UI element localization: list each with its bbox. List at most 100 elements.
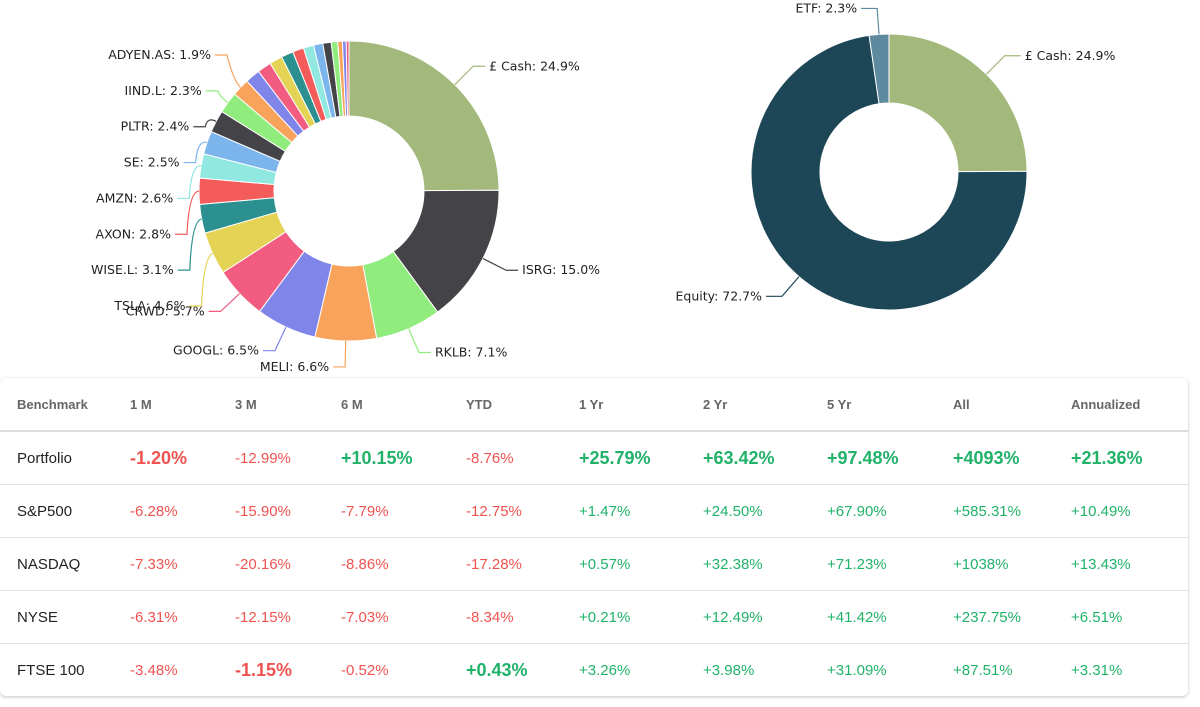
table-row: Portfolio -1.20% -12.99% +10.15% -8.76% +25.7… [0, 431, 1188, 485]
holdings-label-rklb: RKLB: 7.1% [435, 344, 507, 359]
cell-ytd: -17.28% [449, 537, 562, 591]
cell-ytd: +0.43% [466, 659, 528, 680]
holdings-slice-other-25[interactable] [345, 40, 350, 117]
cell-2-yr: +32.38% [686, 537, 810, 591]
column-header-3-m[interactable]: 3 M [218, 378, 324, 432]
cell-2-yr: +24.50% [686, 484, 810, 538]
cell-6-m: +10.15% [324, 431, 449, 485]
holdings-leader-cash [454, 65, 486, 86]
holdings-leader-crwd [208, 293, 240, 312]
cell-1-yr: +0.21% [562, 590, 686, 644]
asset-type-label-etf: ETF: 2.3% [795, 0, 857, 15]
column-header-1-yr[interactable]: 1 Yr [562, 378, 686, 432]
cell-annualized: +21.36% [1054, 431, 1188, 485]
cell-1-m: -6.28% [113, 484, 218, 538]
cell-6-m: -8.86% [324, 537, 449, 591]
cell-annualized: +3.31% [1071, 661, 1123, 679]
holdings-label-adyen-as: ADYEN.AS: 1.9% [108, 47, 211, 62]
cell-all: +4093% [936, 431, 1054, 485]
holdings-label-cash: £ Cash: 24.9% [489, 58, 580, 73]
holdings-leader-iind-l [205, 90, 229, 104]
column-header-annualized[interactable]: Annualized [1054, 378, 1188, 432]
cell-ytd: -8.34% [449, 590, 562, 644]
holdings-label-axon: AXON: 2.8% [96, 226, 172, 241]
holdings-leader-meli [333, 340, 347, 368]
holdings-leader-googl [262, 326, 287, 352]
column-header-all[interactable]: All [936, 378, 1054, 432]
allocation-charts: £ Cash: 24.9% ISRG: 15.0% RKLB: 7.1% MELI: … [91, 0, 1115, 374]
cell-6-m: -7.79% [324, 484, 449, 538]
cell-1-m: -6.31% [113, 590, 218, 644]
column-header-2-yr[interactable]: 2 Yr [686, 378, 810, 432]
holdings-leader-wise-l [177, 218, 202, 271]
table-row: NYSE -6.31% -12.15% -7.03% -8.34% +0.21% +12.4… [0, 590, 1188, 644]
row-name-nasdaq: NASDAQ [0, 537, 113, 591]
holdings-leader-se [183, 141, 208, 164]
holdings-slice-cash[interactable] [348, 40, 500, 192]
holdings-label-meli: MELI: 6.6% [260, 359, 329, 374]
column-header-6-m[interactable]: 6 M [324, 378, 449, 432]
asset-type-slice-cash[interactable] [888, 33, 1028, 173]
holdings-label-crwd: CRWD: 5.7% [126, 303, 205, 318]
holdings-label-amzn: AMZN: 2.6% [96, 190, 173, 205]
cell-1-yr: +3.26% [579, 661, 631, 679]
holdings-label-googl: GOOGL: 6.5% [173, 343, 259, 358]
asset-type-slice-etf[interactable] [868, 33, 890, 105]
cell-2-yr: +63.42% [686, 431, 810, 485]
cell-3-m: -15.90% [218, 484, 324, 538]
cell-1-m: -1.20% [113, 431, 218, 485]
cell-2-yr: +3.98% [703, 661, 755, 679]
cell-annualized: +13.43% [1054, 537, 1188, 591]
cell-ytd: -8.76% [449, 431, 562, 485]
holdings-label-se: SE: 2.5% [124, 155, 180, 170]
row-name-ftse-100: FTSE 100 [17, 661, 85, 679]
holdings-label-wise-l: WISE.L: 3.1% [91, 262, 174, 277]
row-name-nyse: NYSE [0, 590, 113, 644]
holdings-leader-pltr [193, 119, 217, 128]
table-body: Portfolio -1.20% -12.99% +10.15% -8.76% +25.7… [0, 431, 1188, 696]
cell-1-yr: +25.79% [562, 431, 686, 485]
column-header-1-m[interactable]: 1 M [113, 378, 218, 432]
cell-3-m: -1.15% [235, 659, 293, 680]
holdings-leader-rklb [408, 328, 431, 354]
cell-all: +1038% [936, 537, 1054, 591]
holdings-label-iind-l: IIND.L: 2.3% [125, 83, 202, 98]
asset-type-donut-chart: £ Cash: 24.9% Equity: 72.7% ETF: 2.3% [675, 0, 1115, 311]
holdings-label-tsla: TSLA: 4.6% [113, 298, 185, 313]
cell-2-yr: +12.49% [686, 590, 810, 644]
cell-3-m: -20.16% [218, 537, 324, 591]
cell-1-m: -3.48% [130, 661, 178, 679]
cell-6-m: -0.52% [341, 661, 389, 679]
table-row: S&P500 -6.28% -15.90% -7.79% -12.75% +1.47% +2… [0, 484, 1188, 538]
cell-ytd: -12.75% [449, 484, 562, 538]
holdings-label-pltr: PLTR: 2.4% [121, 119, 190, 134]
asset-type-leader-etf [861, 7, 880, 35]
column-header-ytd[interactable]: YTD [449, 378, 562, 432]
holdings-leader-axon [175, 190, 200, 235]
holdings-label-isrg: ISRG: 15.0% [522, 262, 600, 277]
cell-1-m: -7.33% [113, 537, 218, 591]
cell-annualized: +10.49% [1054, 484, 1188, 538]
column-header-benchmark[interactable]: Benchmark [0, 378, 113, 432]
cell-annualized: +6.51% [1054, 590, 1188, 644]
cell-3-m: -12.99% [218, 431, 324, 485]
asset-type-label-equity: Equity: 72.7% [675, 288, 762, 303]
cell-all: +87.51% [953, 661, 1013, 679]
asset-type-leader-cash [985, 55, 1021, 75]
cell-5-yr: +97.48% [810, 431, 936, 485]
table-row: NASDAQ -7.33% -20.16% -8.86% -17.28% +0.57% +3… [0, 537, 1188, 591]
cell-5-yr: +41.42% [810, 590, 936, 644]
holdings-leader-tsla [189, 252, 213, 307]
cell-all: +585.31% [936, 484, 1054, 538]
asset-type-slice-equity[interactable] [750, 34, 1028, 311]
row-name-s-p500: S&P500 [0, 484, 113, 538]
asset-type-leader-equity [766, 276, 800, 297]
holdings-leader-adyen-as [215, 54, 241, 88]
column-header-5-yr[interactable]: 5 Yr [810, 378, 936, 432]
cell-5-yr: +31.09% [827, 661, 887, 679]
holdings-leader-amzn [177, 165, 202, 200]
holdings-donut-chart: £ Cash: 24.9% ISRG: 15.0% RKLB: 7.1% MELI: … [91, 40, 600, 374]
